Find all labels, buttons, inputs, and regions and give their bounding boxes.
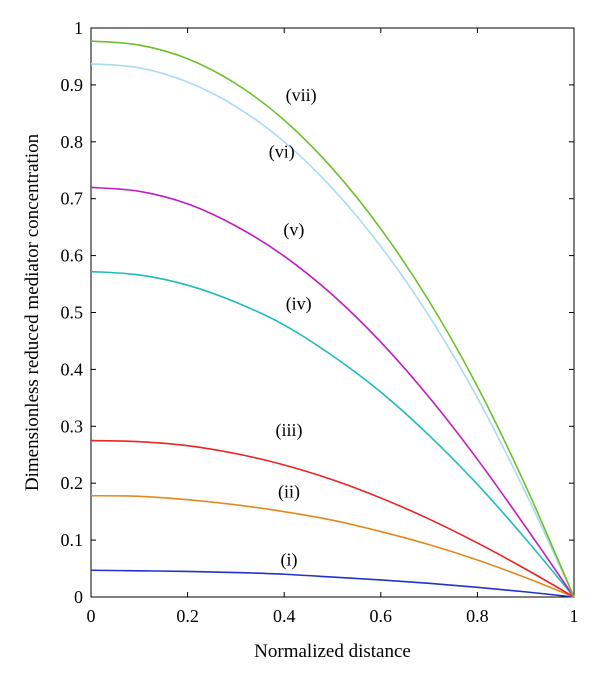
series-labels: (i) (ii) (iii) (iv) (v) (vi) (vii) [269,85,317,571]
series-line-7 [90,40,575,598]
y-tick-label: 0.8 [61,132,84,152]
series-label-4: (iv) [286,294,312,315]
series-label-3: (iii) [276,420,303,441]
series-label-6: (vi) [269,142,295,163]
y-tick-label: 0.6 [61,246,84,266]
series-label-7: (vii) [286,85,317,106]
axis-ticks [90,27,575,598]
x-tick-label: 0 [87,606,96,626]
x-tick-label: 0.8 [466,606,489,626]
series-label-2: (ii) [278,481,300,502]
x-tick-label: 0.6 [370,606,393,626]
series-line-5 [90,186,575,598]
data-series [90,40,575,598]
series-label-1: (i) [281,550,298,571]
x-tick-label: 0.2 [176,606,199,626]
series-line-2 [90,494,575,598]
series-line-6 [90,63,575,598]
y-tick-label: 0.5 [61,303,84,323]
y-tick-label: 0.9 [61,75,84,95]
series-line-1 [90,569,575,598]
axis-tick-labels: 0 0.2 0.4 0.6 0.8 1 0 0.1 0.2 0.3 0.4 0.5 0.6 0.7 0.8 0… [61,18,579,626]
y-tick-label: 0.4 [61,359,84,379]
x-axis-title: Normalized distance [254,641,411,662]
y-tick-label: 0.2 [61,473,84,493]
series-line-4 [90,270,575,598]
y-tick-label: 0.1 [61,530,84,550]
y-tick-label: 0.7 [61,189,84,209]
y-tick-label: 0 [74,587,83,607]
series-label-5: (v) [283,220,304,241]
y-tick-label: 1 [74,18,83,38]
series-line-3 [90,439,575,598]
y-tick-label: 0.3 [61,416,84,436]
x-tick-label: 1 [570,606,579,626]
x-tick-label: 0.4 [273,606,296,626]
y-axis-title: Dimensionless reduced mediator concentra… [22,133,43,491]
